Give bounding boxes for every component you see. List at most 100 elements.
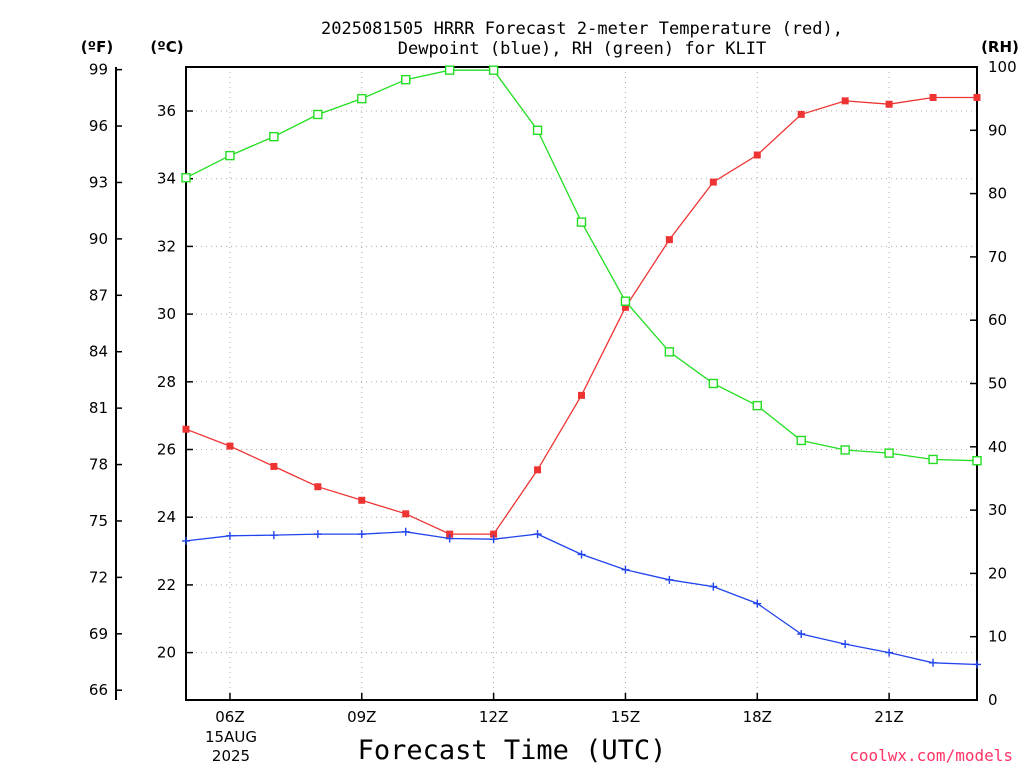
fahrenheit-tick-label: 84 — [89, 343, 108, 361]
fahrenheit-tick-label: 75 — [89, 512, 108, 530]
celsius-tick-label: 32 — [157, 237, 176, 255]
chart-title-line1: 2025081505 HRRR Forecast 2-meter Tempera… — [321, 19, 843, 39]
temperature-point — [709, 178, 717, 186]
dewpoint-point — [621, 565, 630, 574]
fahrenheit-tick-label: 72 — [89, 568, 108, 586]
x-tick-label: 18Z — [743, 708, 772, 726]
temperature-series — [182, 93, 981, 538]
celsius-tick-label: 30 — [157, 305, 176, 323]
rh-series — [181, 65, 982, 466]
fahrenheit-tick-label: 90 — [89, 230, 108, 248]
temperature-point — [973, 93, 981, 101]
credit-label: coolwx.com/models — [849, 746, 1013, 765]
fahrenheit-tick-label: 99 — [89, 61, 108, 79]
dewpoint-point — [182, 536, 190, 545]
temperature-line — [185, 96, 977, 535]
dewpoint-point — [973, 660, 981, 669]
data-series — [181, 65, 982, 669]
rh-tick-label: 10 — [988, 628, 1007, 646]
x-tick-label: 06Z — [215, 708, 244, 726]
dewpoint-point — [445, 534, 454, 543]
celsius-tick-label: 22 — [157, 576, 176, 594]
rh-point — [928, 454, 938, 465]
rh-point — [972, 456, 982, 466]
rh-tick-label: 70 — [988, 248, 1007, 266]
dewpoint-point — [357, 530, 366, 539]
dewpoint-series — [182, 527, 981, 669]
dewpoint-point — [841, 640, 850, 649]
temperature-point — [753, 151, 761, 159]
fahrenheit-tick-label: 87 — [89, 286, 108, 304]
rh-point — [752, 400, 762, 411]
dewpoint-point — [753, 599, 762, 608]
temperature-point — [490, 530, 498, 538]
dewpoint-point — [533, 530, 542, 539]
celsius-tick-label: 26 — [157, 441, 176, 459]
rh-point — [225, 150, 235, 161]
temperature-point — [797, 110, 805, 118]
dewpoint-point — [885, 648, 894, 657]
x-tick-label: 12Z — [479, 708, 508, 726]
rh-tick-label: 80 — [988, 185, 1007, 203]
date-label-year: 2025 — [212, 747, 250, 765]
rh-point — [488, 65, 499, 75]
rh-axis-unit: (RH) — [981, 38, 1019, 56]
celsius-tick-label: 36 — [157, 102, 176, 120]
temperature-point — [270, 462, 278, 470]
x-tick-label: 09Z — [347, 708, 376, 726]
rh-line — [185, 69, 978, 462]
temperature-point — [929, 93, 937, 101]
celsius-tick-label: 28 — [157, 373, 176, 391]
rh-point — [664, 347, 675, 357]
dewpoint-point — [225, 531, 234, 540]
grid-lines — [186, 67, 977, 700]
plot-frame — [185, 66, 978, 701]
rh-tick-label: 40 — [988, 438, 1007, 456]
temperature-point — [358, 496, 366, 504]
rh-point — [313, 109, 323, 120]
rh-tick-label: 60 — [988, 311, 1007, 329]
rh-point — [840, 445, 850, 455]
x-tick-label: 21Z — [874, 708, 903, 726]
temperature-point — [841, 97, 849, 105]
temperature-point — [578, 391, 585, 399]
rh-tick-label: 100 — [988, 58, 1017, 76]
rh-point — [181, 173, 191, 183]
celsius-tick-label: 20 — [157, 644, 176, 662]
tick-labels: 66 69 72 75 78 81 84 87 90 93 96 99 20 22 24 26 28 30 32 34… — [89, 58, 1017, 726]
temperature-point — [226, 442, 234, 450]
rh-tick-label: 0 — [988, 691, 998, 709]
temperature-point — [402, 510, 410, 518]
rh-point — [708, 378, 719, 389]
chart-axes — [115, 66, 978, 701]
temperature-point — [885, 100, 893, 108]
fahrenheit-axis-unit: (ºF) — [81, 38, 113, 56]
dewpoint-point — [269, 531, 278, 540]
temperature-point — [182, 425, 190, 433]
x-tick-label: 15Z — [611, 708, 640, 726]
rh-tick-label: 50 — [988, 375, 1007, 393]
temperature-point — [446, 530, 454, 538]
rh-tick-label: 90 — [988, 121, 1007, 139]
dewpoint-point — [401, 527, 410, 536]
rh-point — [884, 448, 894, 458]
fahrenheit-tick-label: 96 — [89, 117, 108, 135]
celsius-tick-label: 34 — [157, 170, 176, 188]
temperature-point — [534, 466, 542, 474]
fahrenheit-tick-label: 93 — [89, 173, 108, 191]
celsius-tick-label: 24 — [157, 508, 176, 526]
dewpoint-point — [489, 535, 498, 544]
dewpoint-point — [709, 582, 718, 591]
dewpoint-point — [665, 575, 674, 584]
temperature-point — [314, 483, 322, 491]
dewpoint-point — [313, 530, 322, 539]
rh-tick-label: 30 — [988, 501, 1007, 519]
rh-point — [796, 435, 806, 446]
temperature-point — [621, 303, 629, 311]
rh-point — [357, 93, 367, 104]
fahrenheit-tick-label: 66 — [89, 681, 108, 699]
rh-point — [401, 74, 411, 85]
x-axis-label: Forecast Time (UTC) — [358, 735, 667, 766]
rh-point — [269, 131, 279, 142]
